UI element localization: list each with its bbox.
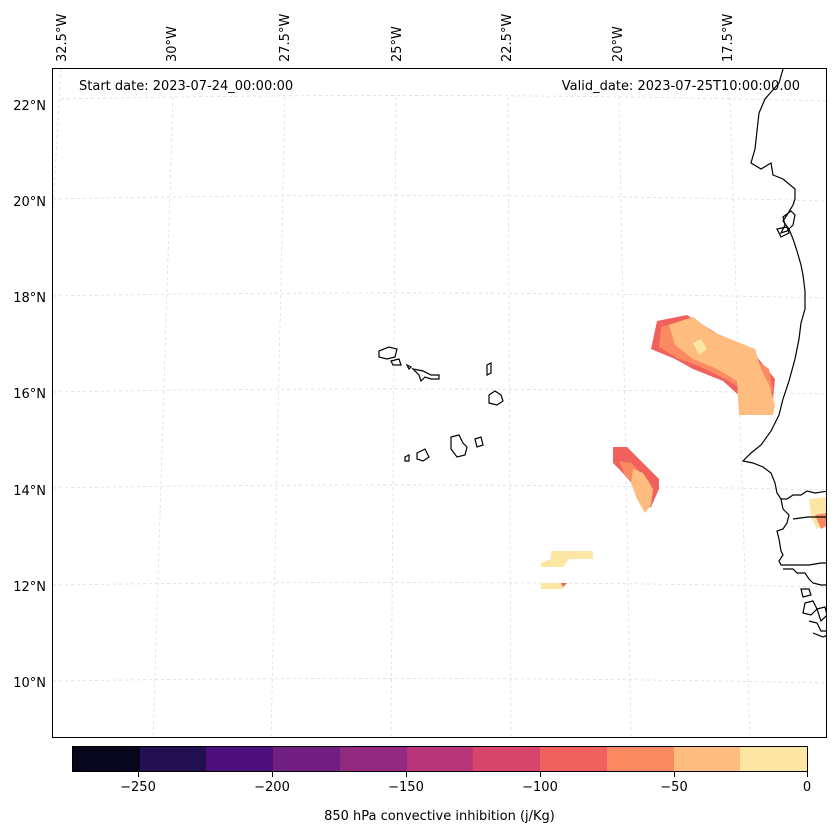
colorbar-segment [273,747,340,771]
lon-label-32-5w: 32.5°W [55,13,70,62]
map-canvas [53,69,826,737]
gambia-river [792,516,826,520]
map-panel: Start date: 2023-07-24_00:00:00 Valid_da… [52,68,827,738]
colorbar-title: 850 hPa convective inhibition (j/Kg) [324,809,555,824]
lat-label-10n: 10°N [13,676,46,691]
cin-patch-south-small [541,583,567,589]
cin-patch-south-light [541,551,593,567]
colorbar-segment [406,747,474,771]
colorbar-segment [473,747,541,771]
lat-label-16n: 16°N [13,387,46,402]
colorbar-segment [540,747,607,771]
colorbar-tick [406,772,407,777]
colorbar-segment [73,747,140,771]
coastlines [378,69,826,638]
island-santa-luzia [405,363,413,371]
lon-label-30w: 30°W [165,26,180,62]
guinea-bissau-coast [783,568,826,586]
colorbar-segment [339,747,407,771]
valid-date-text: Valid_date: 2023-07-25T10:00:00.00 [561,79,800,94]
graticule [53,69,826,737]
senegal-coast [776,498,826,566]
cin-patch-north-pale [693,339,707,355]
cin-patch-south-red [561,583,567,587]
lat-label-22n: 22°N [13,99,46,114]
colorbar-tick [540,772,541,777]
colorbar-tick-label: −100 [522,780,558,795]
bissagos-islands-2 [802,600,818,616]
lon-label-20w: 20°W [611,26,626,62]
island-fogo [416,448,430,462]
colorbar-tick-label: −200 [254,780,290,795]
colorbar-tick-label: −50 [660,780,688,795]
colorbar-tick-label: 0 [802,780,812,795]
lat-label-12n: 12°N [13,580,46,595]
island-sao-vicente [390,358,402,366]
colorbar-tick [674,772,675,777]
island-santo-antao [378,346,398,360]
lon-label-22-5w: 22.5°W [500,13,515,62]
island-boa-vista [488,390,504,406]
lon-label-17-5w: 17.5°W [721,13,736,62]
guinea-coast [808,620,826,632]
lon-label-27-5w: 27.5°W [278,13,293,62]
island-santiago [450,434,468,458]
colorbar-segment [740,747,808,771]
africa-coast [741,69,826,500]
colorbar-segment [206,747,274,771]
cin-patch-north-light [669,317,775,415]
island-sal [486,362,492,376]
colorbar-tick-label: −150 [388,780,424,795]
island-brava [404,454,410,462]
colorbar-tick [807,772,808,777]
cin-field [541,315,826,589]
colorbar-segment [606,747,674,771]
colorbar [72,746,808,772]
island-maio [474,436,484,448]
colorbar-tick [138,772,139,777]
bissagos-islands-3 [816,606,826,623]
colorbar-tick [272,772,273,777]
lat-label-18n: 18°N [13,291,46,306]
guinea-coast-2 [812,632,826,638]
bissagos-islands [800,588,812,598]
lon-label-25w: 25°W [390,26,405,62]
island-sao-nicolau [411,368,440,383]
colorbar-segment [139,747,207,771]
banc-arguin [779,210,796,235]
colorbar-segment [673,747,741,771]
coast-inlet [776,226,790,238]
cin-patch-mid-light [631,469,653,513]
colorbar-tick-label: −250 [120,780,156,795]
start-date-text: Start date: 2023-07-24_00:00:00 [79,79,294,94]
lat-label-14n: 14°N [13,484,46,499]
lat-label-20n: 20°N [13,195,46,210]
